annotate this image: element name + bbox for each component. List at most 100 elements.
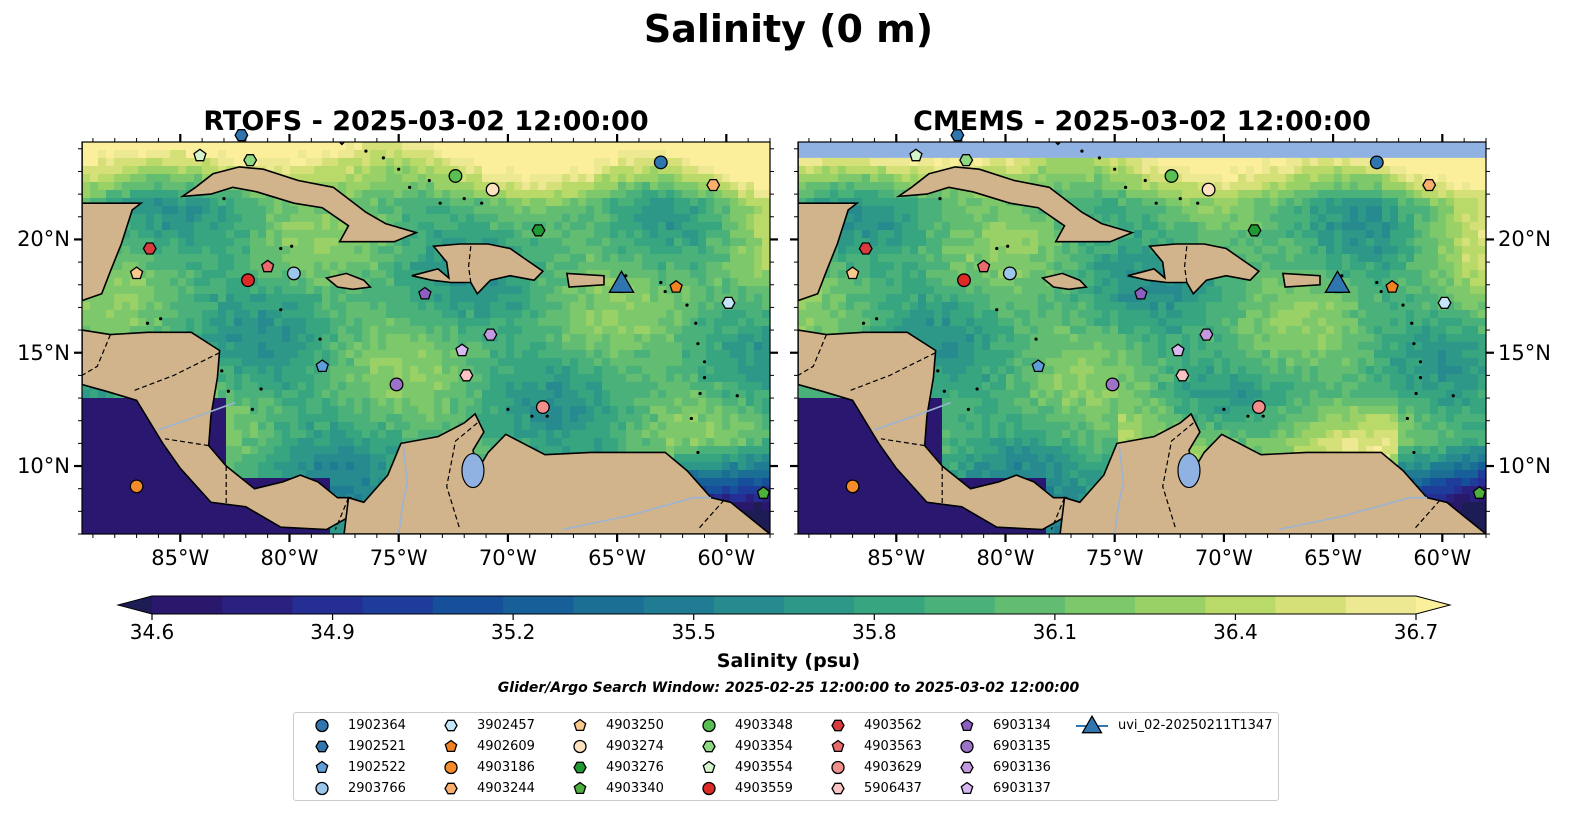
colorbar-tick-label: 35.2: [490, 620, 536, 644]
circle-icon: [702, 781, 716, 796]
platform-marker-4903276: [1247, 224, 1262, 237]
pentagon-icon: [702, 760, 716, 774]
salinity-colorbar: [116, 595, 1452, 620]
legend-label: 4903562: [864, 718, 922, 733]
platform-marker-3902457: [721, 296, 736, 309]
platform-marker-6903136: [483, 328, 498, 341]
rtofs-lat-tick-label: 10°N: [17, 454, 70, 479]
colorbar-tick-label: 34.6: [129, 620, 175, 644]
colorbar-tick-label: 36.7: [1393, 620, 1439, 644]
legend-item: 4903562: [820, 715, 922, 736]
pentagon-icon: [573, 781, 587, 795]
legend-item: 2903766: [304, 778, 406, 799]
legend-item: 6903137: [949, 778, 1051, 799]
colorbar-segment: [362, 596, 434, 614]
rtofs-lon-tick-label: 75°W: [369, 546, 428, 570]
legend-item: 1902364: [304, 715, 406, 736]
platform-marker-4903554: [909, 148, 923, 162]
platform-marker-4903250: [845, 266, 860, 280]
legend-label: 4903276: [606, 760, 664, 775]
platform-marker-4903244: [1422, 178, 1437, 192]
colorbar-tick-label: 35.8: [852, 620, 897, 644]
platform-marker-6903135: [1105, 377, 1120, 392]
platform-marker-1902521: [234, 129, 249, 142]
legend-label: 1902522: [348, 760, 406, 775]
platform-marker-uvi_02-20250211T1347: [1324, 269, 1351, 293]
legend-label: 1902364: [348, 718, 406, 733]
legend-item: 4903274: [562, 736, 664, 757]
legend-label: 5906437: [864, 781, 922, 796]
platform-marker-4903354: [959, 154, 974, 167]
platform-marker-4902609: [669, 279, 683, 293]
legend-item: 4903340: [562, 778, 664, 799]
colorbar-segment: [643, 596, 715, 614]
legend-label: uvi_02-20250211T1347: [1118, 718, 1273, 733]
colorbar-segment: [1135, 596, 1206, 614]
platform-marker-4903562: [858, 242, 873, 255]
rtofs-lon-tick-label: 85°W: [151, 546, 210, 570]
platform-marker-4903554: [193, 148, 207, 162]
legend-item: 6903134: [949, 715, 1051, 736]
colorbar-under-arrow: [118, 596, 152, 614]
colorbar-segment: [222, 596, 294, 614]
platform-marker-4903563: [976, 259, 991, 273]
pentagon-icon: [315, 760, 329, 774]
rtofs-lat-tick-label: 15°N: [17, 340, 70, 365]
platform-marker-4903559: [957, 273, 971, 288]
hexagon-icon: [444, 782, 458, 795]
legend-label: 4903554: [735, 760, 793, 775]
platform-marker-4903250: [129, 266, 144, 280]
colorbar-segment: [1345, 596, 1417, 614]
legend-item: 4903250: [562, 715, 664, 736]
platform-marker-4903244: [706, 178, 721, 192]
platform-marker-5906437: [1175, 369, 1190, 382]
legend-label: 6903137: [993, 781, 1051, 796]
platform-marker-4902609: [1385, 279, 1399, 293]
rtofs-lon-tick-label: 70°W: [478, 546, 537, 570]
platform-marker-4903340: [756, 486, 771, 499]
legend-item: 4903559: [691, 778, 793, 799]
platform-marker-1902522: [315, 359, 329, 373]
legend-item: 4903348: [691, 715, 793, 736]
cmems-lat-tick-label: 20°N: [1498, 227, 1551, 252]
cmems-lon-tick-label: 85°W: [867, 546, 926, 570]
platform-marker-4903562: [142, 242, 157, 255]
platform-marker-6903134: [418, 286, 432, 300]
legend-label: 6903134: [993, 718, 1051, 733]
hexagon-icon: [573, 761, 587, 774]
rtofs-lat-tick-label: 20°N: [17, 227, 70, 252]
legend-label: 2903766: [348, 781, 406, 796]
colorbar-segment: [713, 596, 785, 614]
panel-title-rtofs: RTOFS - 2025-03-02 12:00:00: [203, 106, 649, 137]
pentagon-icon: [573, 718, 587, 732]
platform-marker-4903354: [243, 154, 258, 167]
legend-label: 4903629: [864, 760, 922, 775]
legend-item: 6903135: [949, 736, 1051, 757]
legend-label: 3902457: [477, 718, 535, 733]
colorbar-segment: [1205, 596, 1277, 614]
platform-marker-4903186: [129, 479, 144, 494]
legend-label: 4903559: [735, 781, 793, 796]
circle-icon: [960, 739, 974, 754]
triangle-icon: [1076, 715, 1108, 734]
legend-item: 4903629: [820, 757, 922, 778]
platform-marker-4903276: [531, 224, 546, 237]
legend-item: 4903554: [691, 757, 793, 778]
colorbar-label: Salinity (psu): [716, 650, 861, 672]
cmems-lon-tick-label: 75°W: [1085, 546, 1144, 570]
colorbar-over-arrow: [1416, 596, 1450, 614]
platform-marker-5906437: [459, 369, 474, 382]
cmems-lon-tick-label: 60°W: [1413, 546, 1472, 570]
pentagon-icon: [960, 718, 974, 732]
colorbar-segment: [292, 596, 364, 614]
cmems-lon-tick-label: 80°W: [976, 546, 1035, 570]
colorbar-segment: [573, 596, 645, 614]
rtofs-map: [74, 129, 778, 542]
platform-marker-4903340: [1472, 486, 1487, 499]
colorbar-segment: [432, 596, 504, 614]
legend-item: 5906437: [820, 778, 922, 799]
pentagon-icon: [831, 739, 845, 753]
circle-icon: [702, 718, 716, 733]
platform-marker-1902521: [950, 129, 965, 142]
legend-item: 6903136: [949, 757, 1051, 778]
